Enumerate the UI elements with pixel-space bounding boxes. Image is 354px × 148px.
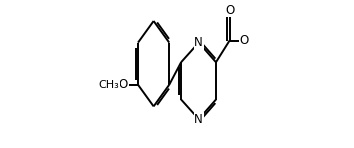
Text: O: O <box>225 4 234 17</box>
Text: O: O <box>239 34 249 47</box>
Text: N: N <box>194 113 203 126</box>
Text: CH₃: CH₃ <box>98 80 119 90</box>
Text: N: N <box>194 36 203 49</box>
Text: O: O <box>119 78 128 91</box>
